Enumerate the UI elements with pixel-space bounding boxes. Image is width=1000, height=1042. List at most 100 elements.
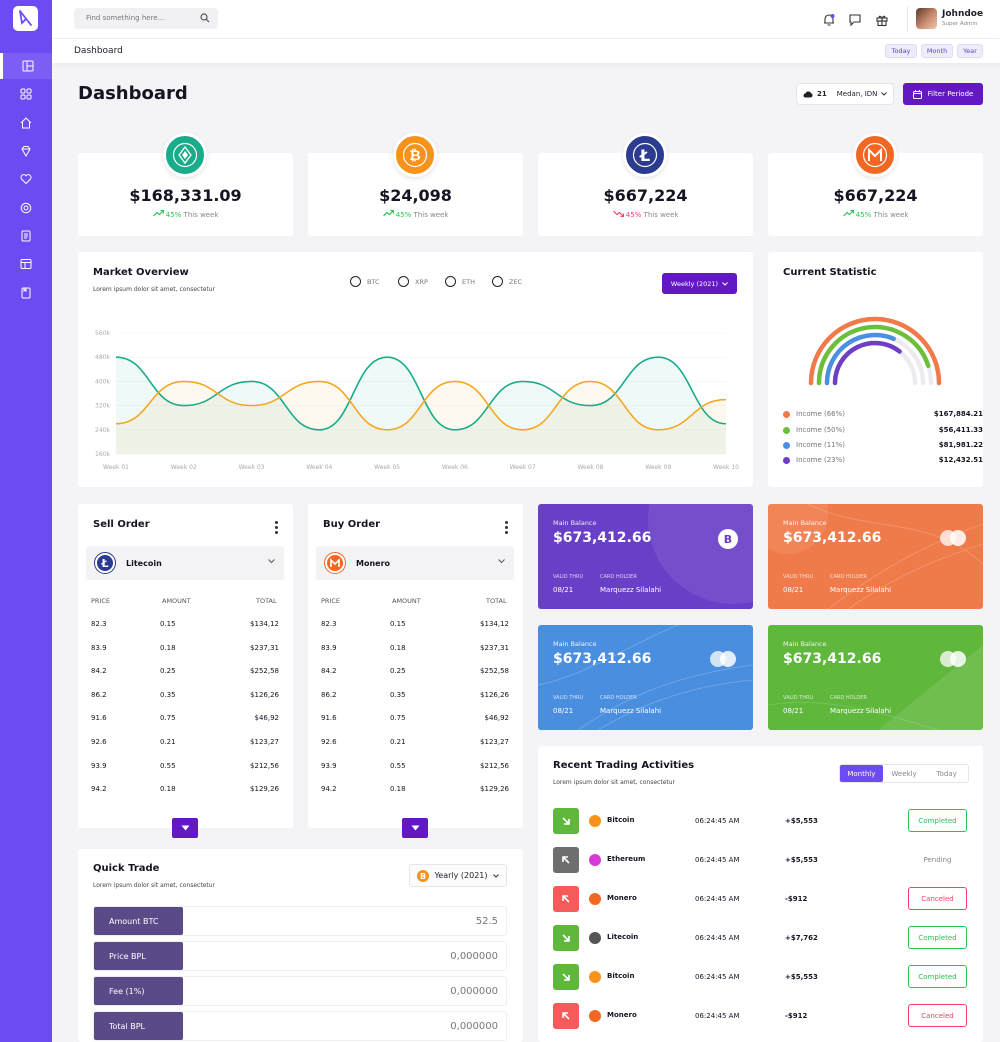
quick-trade-price-bpl[interactable]: Price BPL 0,000000 <box>93 941 507 971</box>
trend-down-icon <box>612 210 624 218</box>
amount-cell: 0.55 <box>390 761 406 770</box>
period-month-button[interactable]: Month <box>921 44 953 58</box>
balance-card-green[interactable]: Main Balance $673,412.66 VALID THRU CARD… <box>768 625 983 730</box>
quick-trade-fee[interactable]: Fee (1%) 0,000000 <box>93 976 507 1006</box>
x-tick-label: Week 10 <box>713 464 739 471</box>
total-cell: $123,27 <box>250 738 279 746</box>
bitcoin-icon: B <box>718 529 738 549</box>
statistic-label: Income (66%) <box>796 410 846 418</box>
field-label: Price BPL <box>94 942 183 970</box>
dashboard-icon <box>22 60 33 72</box>
quick-trade-amount-btc[interactable]: Amount BTC 52.5 <box>93 906 507 936</box>
sidebar-item-apps[interactable] <box>0 81 52 107</box>
field-value[interactable]: 0,000000 <box>450 986 498 997</box>
cloud-icon <box>803 91 813 98</box>
sell-load-more-button[interactable] <box>172 818 198 838</box>
field-value[interactable]: 0,000000 <box>450 1021 498 1032</box>
status-badge[interactable]: Completed <box>908 809 967 832</box>
amount-cell: 0.18 <box>390 785 406 794</box>
gift-button[interactable] <box>875 12 889 27</box>
statistic-amount: $81,981.22 <box>938 441 983 449</box>
legend-xrp[interactable]: XRP <box>398 276 428 287</box>
quick-trade-period-dropdown[interactable]: B Yearly (2021) <box>409 864 507 887</box>
balance-card-bitcoin[interactable]: Main Balance $673,412.66 B VALID THRU CA… <box>538 504 753 609</box>
balance-value: $673,412.66 <box>553 530 652 546</box>
price-cell: 92.6 <box>321 738 337 746</box>
quick-trade-total-bpl[interactable]: Total BPL 0,000000 <box>93 1011 507 1041</box>
sidebar-item-notes[interactable] <box>0 280 52 306</box>
coin-card-monero: $667,224 45% This week <box>768 133 983 236</box>
card-wave-decoration <box>768 504 983 609</box>
messages-button[interactable] <box>848 12 862 27</box>
avatar[interactable] <box>916 8 937 29</box>
logo[interactable] <box>13 6 38 31</box>
price-cell: 91.6 <box>321 714 337 723</box>
sidebar-item-premium[interactable] <box>0 138 52 164</box>
tab-weekly[interactable]: Weekly <box>891 769 917 778</box>
gift-icon <box>876 15 888 27</box>
period-year-button[interactable]: Year <box>957 44 983 58</box>
statistic-amount: $56,411.33 <box>938 426 983 434</box>
coin-card-bitcoin: ₿ $24,098 45% This week <box>308 133 523 236</box>
notification-button[interactable] <box>822 12 836 26</box>
price-cell: 94.2 <box>321 785 337 794</box>
period-today-button[interactable]: Today <box>885 44 917 58</box>
balance-card-orange[interactable]: Main Balance $673,412.66 VALID THRU CARD… <box>768 504 983 609</box>
card-holder-value: Marquezz Silalahi <box>600 707 662 715</box>
more-options-icon[interactable] <box>505 521 508 536</box>
price-cell: 93.9 <box>91 761 107 770</box>
arc-value <box>832 340 902 386</box>
balance-card-blue[interactable]: Main Balance $673,412.66 VALID THRU CARD… <box>538 625 753 730</box>
filter-periode-button[interactable]: Filter Periode <box>903 83 983 105</box>
buy-order-title: Buy Order <box>323 519 381 530</box>
weather-selector[interactable]: 21 Medan, IDN <box>796 83 894 105</box>
legend-dot <box>783 410 790 418</box>
litecoin-icon: Ł <box>623 133 667 177</box>
tab-today[interactable]: Today <box>936 769 957 778</box>
sidebar-item-favorites[interactable] <box>0 166 52 192</box>
recent-subtitle: Lorem ipsum dolor sit amet, consectetur <box>553 779 676 786</box>
sidebar-item-support[interactable] <box>0 195 52 221</box>
search-input[interactable]: Find something here... <box>74 8 218 29</box>
search-icon[interactable] <box>200 13 210 23</box>
sidebar-item-documents[interactable] <box>0 223 52 249</box>
statistic-row: Income (66%) $167,884.21 <box>783 410 983 418</box>
decoration <box>648 504 753 604</box>
sidebar-item-home[interactable] <box>0 110 52 136</box>
user-name[interactable]: Johndoe <box>942 9 984 19</box>
status-badge[interactable]: Pending <box>923 855 952 864</box>
legend-eth[interactable]: ETH <box>445 276 475 287</box>
chevron-down-icon <box>722 281 728 286</box>
coin-pct: 45% <box>165 211 182 219</box>
field-label: Fee (1%) <box>94 977 183 1005</box>
card-holder-value: Marquezz Silalahi <box>830 707 892 715</box>
recent-trading-card: Recent Trading Activities Lorem ipsum do… <box>538 746 983 1042</box>
more-options-icon[interactable] <box>275 521 278 536</box>
price-cell: 83.9 <box>91 643 107 652</box>
total-cell: $126,26 <box>250 690 279 699</box>
activity-coin: Bitcoin <box>607 972 635 980</box>
arrow-down-right-icon <box>553 964 579 990</box>
market-period-dropdown[interactable]: Weekly (2021) <box>662 273 737 294</box>
status-badge[interactable]: Canceled <box>908 887 967 910</box>
tab-monthly[interactable]: Monthly <box>840 765 883 782</box>
valid-thru-value: 08/21 <box>553 707 574 715</box>
status-badge[interactable]: Completed <box>908 926 967 949</box>
legend-zec[interactable]: ZEC <box>492 276 522 287</box>
status-badge[interactable]: Completed <box>908 965 967 988</box>
balance-label: Main Balance <box>553 519 597 527</box>
sell-order-title: Sell Order <box>93 519 150 530</box>
search-placeholder: Find something here... <box>86 14 165 22</box>
field-value[interactable]: 0,000000 <box>450 951 498 962</box>
sidebar-item-dashboard[interactable] <box>0 53 52 79</box>
radio-icon <box>398 276 409 287</box>
balance-value: $673,412.66 <box>783 651 882 667</box>
status-badge[interactable]: Canceled <box>908 1004 967 1027</box>
buy-coin-select[interactable]: Monero <box>316 546 514 580</box>
sidebar-item-table[interactable] <box>0 251 52 277</box>
arrow-down-right-icon <box>553 808 579 834</box>
field-value[interactable]: 52.5 <box>475 916 498 927</box>
buy-load-more-button[interactable] <box>402 818 428 838</box>
legend-btc[interactable]: BTC <box>350 276 380 287</box>
sell-coin-select[interactable]: Ł Litecoin <box>86 546 284 580</box>
